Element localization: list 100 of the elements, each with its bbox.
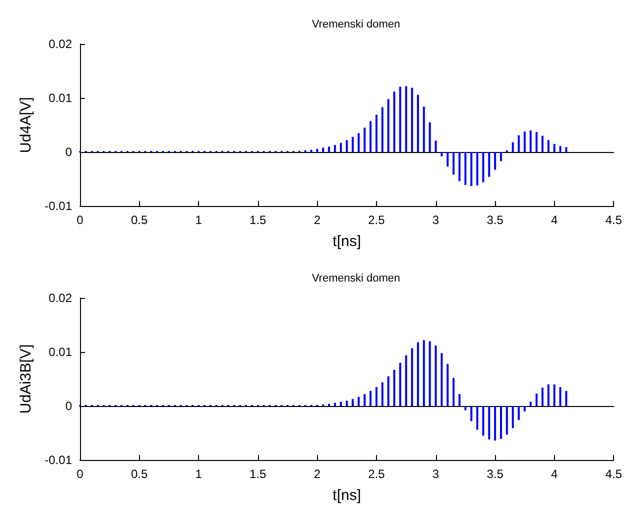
bar <box>512 142 514 152</box>
bar <box>470 406 472 422</box>
x-tick-label: 4.5 <box>605 467 622 481</box>
bar <box>464 406 466 410</box>
bar <box>440 353 443 406</box>
y-axis-title: Ud4A[V] <box>18 97 35 153</box>
x-axis-title: t[ns] <box>332 233 362 250</box>
bar <box>512 406 514 428</box>
bar <box>565 147 568 152</box>
bar <box>482 152 484 182</box>
bar <box>381 107 384 152</box>
bar <box>352 398 354 406</box>
x-tick-label: 0 <box>76 467 84 481</box>
bar <box>416 342 419 406</box>
y-tick-label: -0.01 <box>44 453 72 467</box>
bar <box>500 406 502 439</box>
bar <box>364 128 366 152</box>
bar <box>416 94 419 152</box>
bar <box>352 136 354 152</box>
x-tick-label: 1 <box>195 213 202 227</box>
bar <box>375 387 378 406</box>
bar <box>547 140 550 152</box>
bar <box>536 394 538 406</box>
bar <box>422 106 425 152</box>
bar <box>387 99 390 152</box>
y-tick-label: 0.01 <box>48 91 72 105</box>
bar <box>553 144 556 152</box>
bar <box>565 390 568 406</box>
bar <box>494 406 496 441</box>
x-tick-label: 2 <box>314 467 321 481</box>
bar <box>518 135 520 152</box>
bar <box>387 376 390 406</box>
bar <box>547 384 550 406</box>
x-tick-label: 1 <box>195 467 202 481</box>
bar <box>375 114 378 152</box>
x-tick-label: 0.5 <box>130 467 148 481</box>
bar <box>434 140 437 152</box>
bar <box>446 364 449 406</box>
bar <box>405 355 408 406</box>
bar <box>428 341 431 406</box>
bar <box>399 86 402 152</box>
bar <box>458 152 460 182</box>
x-tick-label: 4 <box>551 467 558 481</box>
bar <box>458 394 460 406</box>
x-tick-label: 3.5 <box>486 467 504 481</box>
bar <box>334 402 336 406</box>
y-tick-label: 0 <box>65 145 72 159</box>
x-tick-label: 3.5 <box>486 213 504 227</box>
bar <box>428 122 431 152</box>
chart-title: Vremenski domen <box>312 18 400 30</box>
bar <box>393 370 396 406</box>
bar <box>518 406 520 420</box>
bar <box>364 394 366 406</box>
bar <box>482 406 484 436</box>
x-tick-label: 1.5 <box>250 213 267 227</box>
y-tick-label: 0 <box>65 399 72 413</box>
bar <box>524 406 526 412</box>
bar <box>440 152 443 156</box>
bar <box>340 402 342 406</box>
bar <box>506 406 508 435</box>
bar <box>464 152 466 185</box>
bar <box>542 136 544 152</box>
bar <box>434 346 437 406</box>
y-tick-label: 0.02 <box>48 37 72 51</box>
x-tick-label: 4.5 <box>605 213 622 227</box>
bar <box>559 387 562 406</box>
bar <box>536 132 538 152</box>
bar <box>328 146 330 152</box>
bar <box>346 400 348 406</box>
bar <box>530 130 532 152</box>
bar <box>340 142 342 152</box>
bar <box>488 152 490 177</box>
bar <box>452 378 455 406</box>
bar <box>334 144 336 152</box>
bar <box>530 402 532 406</box>
y-tick-label: 0.02 <box>48 291 72 305</box>
bar <box>370 390 372 406</box>
bar <box>370 121 372 152</box>
x-axis-title: t[ns] <box>332 487 362 504</box>
bar <box>316 148 318 152</box>
bar <box>488 406 490 440</box>
bar <box>405 86 408 152</box>
bar <box>411 348 414 406</box>
x-tick-label: 2 <box>314 213 321 227</box>
bar <box>446 152 449 167</box>
y-tick-label: 0.01 <box>48 345 72 359</box>
x-tick-label: 1.5 <box>250 467 267 481</box>
bar <box>322 148 324 152</box>
bar <box>500 152 502 162</box>
bar <box>346 140 348 152</box>
x-tick-label: 2.5 <box>368 213 386 227</box>
bar <box>470 152 472 186</box>
x-tick-label: 3 <box>432 213 440 227</box>
bar <box>358 396 360 406</box>
y-axis-title: UdAi3B[V] <box>18 344 35 414</box>
x-tick-label: 4 <box>551 213 558 227</box>
bar <box>553 384 556 406</box>
bar <box>542 388 544 406</box>
bar <box>524 131 526 152</box>
x-tick-label: 2.5 <box>368 467 386 481</box>
